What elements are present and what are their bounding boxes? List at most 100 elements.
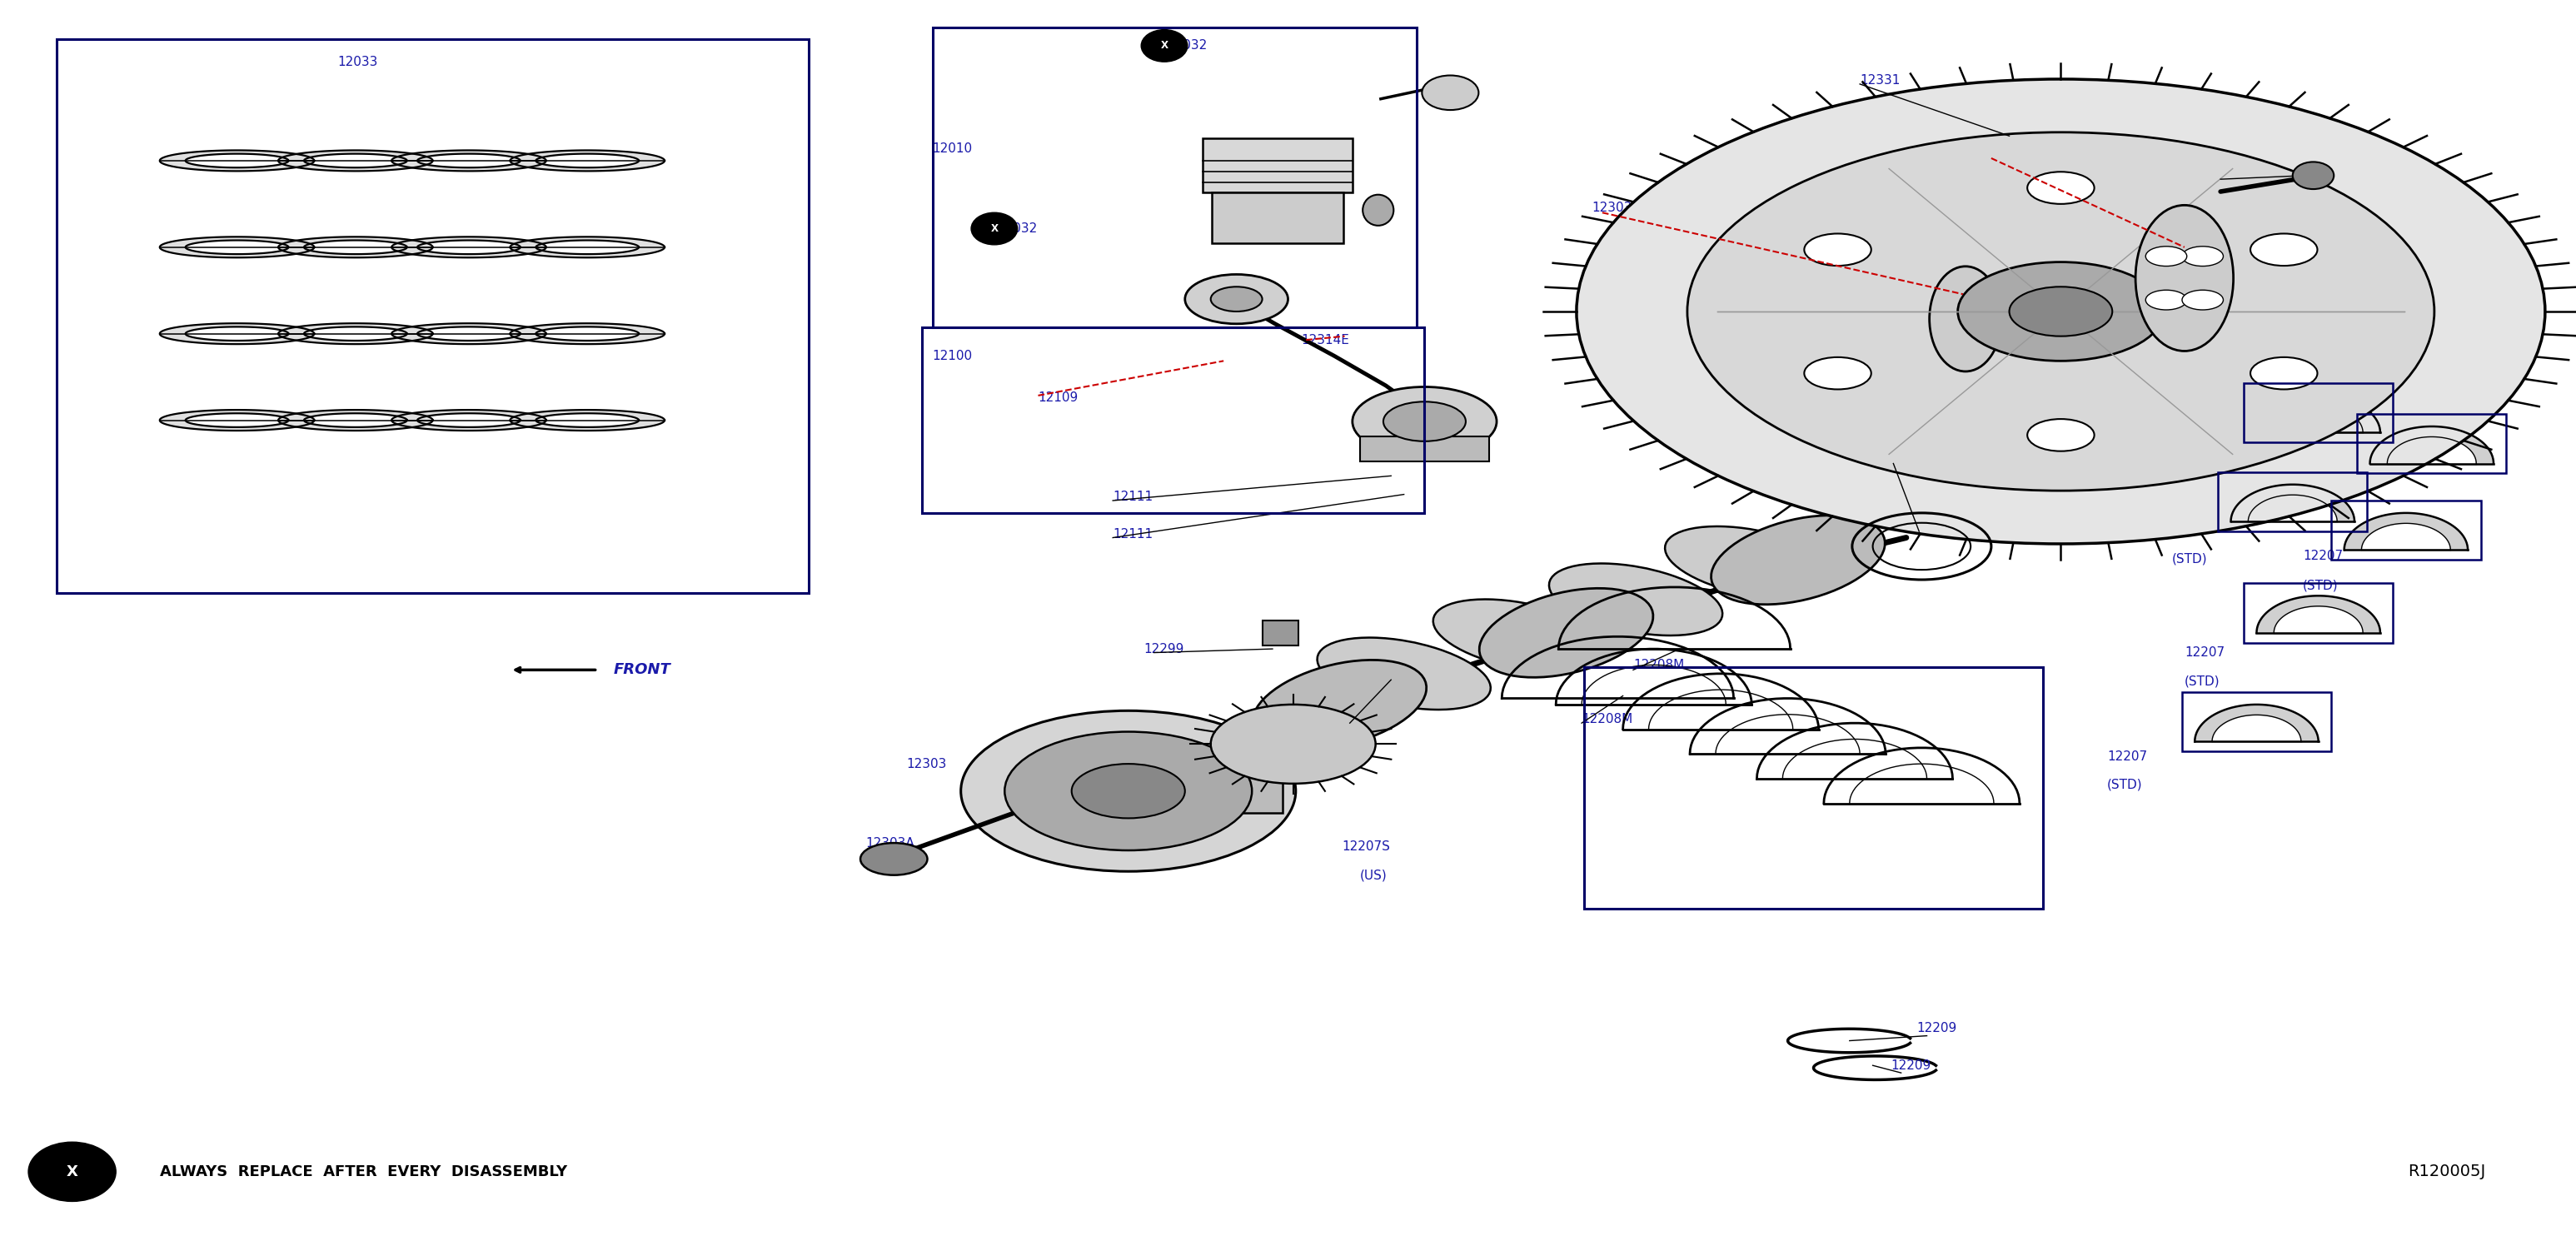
Circle shape <box>1383 402 1466 441</box>
Text: 12314E: 12314E <box>1301 334 1350 346</box>
Polygon shape <box>392 324 546 344</box>
Text: 12207: 12207 <box>2172 523 2213 535</box>
Text: 12208M: 12208M <box>1633 659 1685 671</box>
Ellipse shape <box>1141 30 1188 62</box>
Polygon shape <box>160 410 314 430</box>
Polygon shape <box>510 151 665 171</box>
Circle shape <box>2146 290 2187 310</box>
Text: 13021+A: 13021+A <box>1144 717 1203 729</box>
Text: 12331: 12331 <box>1860 74 1901 87</box>
Text: 12207: 12207 <box>2210 433 2251 445</box>
Bar <box>2244 383 2393 442</box>
Bar <box>1185 769 1283 813</box>
Circle shape <box>2146 246 2187 266</box>
Text: 12207: 12207 <box>2107 750 2148 763</box>
Text: (STD): (STD) <box>2303 580 2339 592</box>
Circle shape <box>1072 764 1185 818</box>
Bar <box>1584 667 2043 908</box>
Ellipse shape <box>1316 638 1492 709</box>
Circle shape <box>1803 357 1870 389</box>
Circle shape <box>961 711 1296 871</box>
Circle shape <box>2009 287 2112 336</box>
Circle shape <box>1185 274 1288 324</box>
Text: 12111: 12111 <box>1113 491 1154 503</box>
Text: (STD): (STD) <box>2184 675 2221 687</box>
Text: 12109: 12109 <box>1038 392 1079 404</box>
Polygon shape <box>2257 596 2380 633</box>
Ellipse shape <box>1432 599 1607 671</box>
Text: (STD): (STD) <box>2107 779 2143 791</box>
Ellipse shape <box>1664 527 1839 598</box>
Text: 12303A: 12303A <box>866 837 914 849</box>
Circle shape <box>1577 79 2545 544</box>
Text: 12310A: 12310A <box>2210 169 2259 182</box>
Text: (STD): (STD) <box>2172 552 2208 565</box>
Circle shape <box>2182 246 2223 266</box>
Bar <box>2182 692 2331 751</box>
Polygon shape <box>2257 396 2380 433</box>
Text: 12010: 12010 <box>933 142 974 154</box>
Ellipse shape <box>1548 564 1723 635</box>
Polygon shape <box>160 324 314 344</box>
Polygon shape <box>160 237 314 257</box>
Text: 12207: 12207 <box>2184 646 2226 659</box>
Polygon shape <box>392 237 546 257</box>
Text: 12032: 12032 <box>997 222 1038 235</box>
Bar <box>1360 436 1489 461</box>
Text: 15043E: 15043E <box>1103 819 1151 832</box>
Ellipse shape <box>2136 205 2233 351</box>
Text: 12299: 12299 <box>1144 643 1185 655</box>
Circle shape <box>860 843 927 875</box>
Text: 12207S: 12207S <box>1342 840 1391 853</box>
Polygon shape <box>278 410 433 430</box>
Circle shape <box>2251 357 2318 389</box>
Text: 12330: 12330 <box>1888 454 1929 466</box>
Text: FRONT: FRONT <box>613 662 670 677</box>
Text: 13021: 13021 <box>1164 782 1206 795</box>
Ellipse shape <box>1479 588 1654 677</box>
Polygon shape <box>278 237 433 257</box>
Bar <box>1211 193 1345 243</box>
Circle shape <box>1005 732 1252 850</box>
Text: ALWAYS  REPLACE  AFTER  EVERY  DISASSEMBLY: ALWAYS REPLACE AFTER EVERY DISASSEMBLY <box>160 1164 567 1179</box>
Ellipse shape <box>1363 195 1394 226</box>
Text: 12303F: 12303F <box>1592 201 1638 214</box>
Circle shape <box>1958 262 2164 361</box>
Polygon shape <box>2344 513 2468 550</box>
Polygon shape <box>392 151 546 171</box>
Polygon shape <box>278 324 433 344</box>
Ellipse shape <box>1710 515 1886 604</box>
Text: 12100: 12100 <box>933 350 974 362</box>
Polygon shape <box>278 151 433 171</box>
Circle shape <box>2027 172 2094 204</box>
Ellipse shape <box>1929 267 2002 371</box>
Ellipse shape <box>1422 75 1479 110</box>
Bar <box>2331 501 2481 560</box>
Text: (STD): (STD) <box>2210 461 2246 473</box>
Bar <box>1203 138 1352 193</box>
Text: X: X <box>67 1164 77 1179</box>
Polygon shape <box>510 324 665 344</box>
Text: 12303: 12303 <box>907 758 948 770</box>
Polygon shape <box>392 410 546 430</box>
Polygon shape <box>160 151 314 171</box>
Circle shape <box>1803 234 1870 266</box>
Circle shape <box>2027 419 2094 451</box>
Bar <box>933 27 1417 328</box>
Text: R120005J: R120005J <box>2409 1164 2486 1179</box>
Text: 12208M: 12208M <box>1582 713 1633 726</box>
Circle shape <box>2182 290 2223 310</box>
Text: 12200: 12200 <box>1350 713 1391 726</box>
Bar <box>2357 414 2506 473</box>
Text: (US): (US) <box>1360 869 1388 881</box>
Text: 12333: 12333 <box>1989 145 2030 157</box>
Text: X: X <box>992 224 997 234</box>
Polygon shape <box>510 237 665 257</box>
Circle shape <box>1352 387 1497 456</box>
Ellipse shape <box>2293 162 2334 189</box>
Polygon shape <box>510 410 665 430</box>
Bar <box>922 328 1425 513</box>
Ellipse shape <box>28 1142 116 1201</box>
Circle shape <box>2251 234 2318 266</box>
Bar <box>2218 472 2367 531</box>
